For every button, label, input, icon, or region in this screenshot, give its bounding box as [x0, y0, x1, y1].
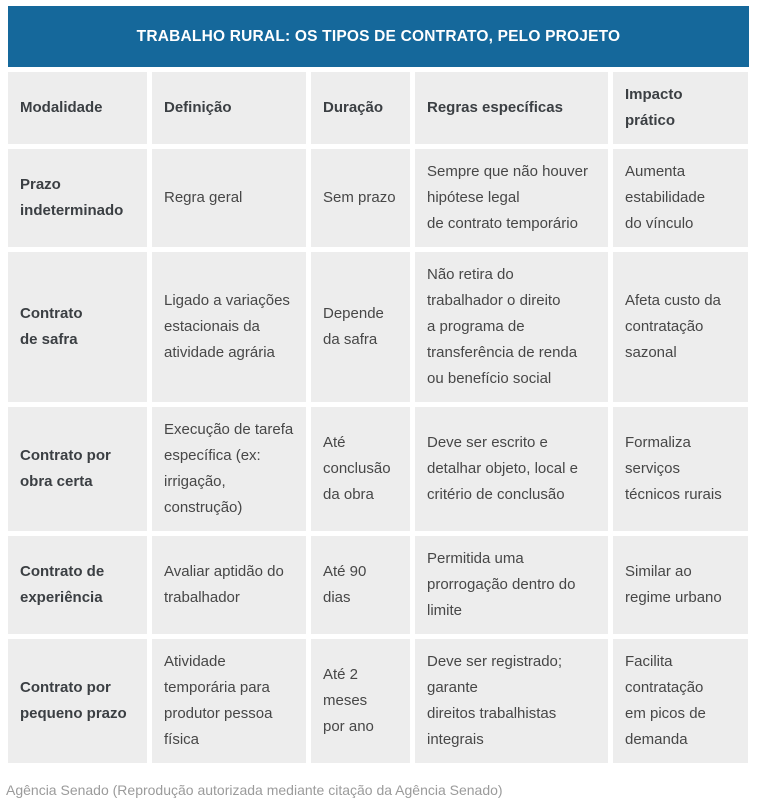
column-header-duracao: Duração	[311, 72, 410, 144]
cell-impacto-pratico: Facilita contratação em picos de demanda	[613, 639, 748, 763]
table-row-contrato-de-safra: Contrato de safra Ligado a variações est…	[8, 252, 749, 402]
column-header-modalidade: Modalidade	[8, 72, 147, 144]
table-title-bar: TRABALHO RURAL: OS TIPOS DE CONTRATO, PE…	[8, 6, 749, 67]
cell-modalidade: Contrato de experiência	[8, 536, 147, 634]
cell-impacto-pratico: Afeta custo da contratação sazonal	[613, 252, 748, 402]
cell-modalidade: Contrato de safra	[8, 252, 147, 402]
cell-modalidade: Contrato por pequeno prazo	[8, 639, 147, 763]
cell-impacto-pratico: Formaliza serviços técnicos rurais	[613, 407, 748, 531]
table-row-contrato-por-obra-certa: Contrato por obra certa Execução de tare…	[8, 407, 749, 531]
table-row-contrato-de-experiencia: Contrato de experiência Avaliar aptidão …	[8, 536, 749, 634]
column-header-impacto-pratico: Impacto prático	[613, 72, 748, 144]
cell-definicao: Ligado a variações estacionais da ativid…	[152, 252, 306, 402]
cell-modalidade: Prazo indeterminado	[8, 149, 147, 247]
cell-duracao: Até 2 meses por ano	[311, 639, 410, 763]
cell-regras-especificas: Deve ser escrito e detalhar objeto, loca…	[415, 407, 608, 531]
source-credit: Agência Senado (Reprodução autorizada me…	[6, 782, 503, 798]
contract-types-infographic: TRABALHO RURAL: OS TIPOS DE CONTRATO, PE…	[8, 6, 749, 763]
cell-duracao: Sem prazo	[311, 149, 410, 247]
cell-impacto-pratico: Aumenta estabilidade do vínculo	[613, 149, 748, 247]
cell-definicao: Regra geral	[152, 149, 306, 247]
column-header-definicao: Definição	[152, 72, 306, 144]
cell-duracao: Depende da safra	[311, 252, 410, 402]
cell-definicao: Execução de tarefa específica (ex: irrig…	[152, 407, 306, 531]
cell-duracao: Até 90 dias	[311, 536, 410, 634]
cell-impacto-pratico: Similar ao regime urbano	[613, 536, 748, 634]
table-header-row: Modalidade Definição Duração Regras espe…	[8, 72, 749, 144]
cell-regras-especificas: Permitida uma prorrogação dentro do limi…	[415, 536, 608, 634]
cell-duracao: Até conclusão da obra	[311, 407, 410, 531]
cell-definicao: Atividade temporária para produtor pesso…	[152, 639, 306, 763]
table-row-contrato-por-pequeno-prazo: Contrato por pequeno prazo Atividade tem…	[8, 639, 749, 763]
table-row-prazo-indeterminado: Prazo indeterminado Regra geral Sem praz…	[8, 149, 749, 247]
cell-modalidade: Contrato por obra certa	[8, 407, 147, 531]
cell-definicao: Avaliar aptidão do trabalhador	[152, 536, 306, 634]
cell-regras-especificas: Sempre que não houver hipótese legal de …	[415, 149, 608, 247]
table-title: TRABALHO RURAL: OS TIPOS DE CONTRATO, PE…	[136, 27, 621, 45]
column-header-regras-especificas: Regras específicas	[415, 72, 608, 144]
cell-regras-especificas: Deve ser registrado; garante direitos tr…	[415, 639, 608, 763]
cell-regras-especificas: Não retira do trabalhador o direito a pr…	[415, 252, 608, 402]
